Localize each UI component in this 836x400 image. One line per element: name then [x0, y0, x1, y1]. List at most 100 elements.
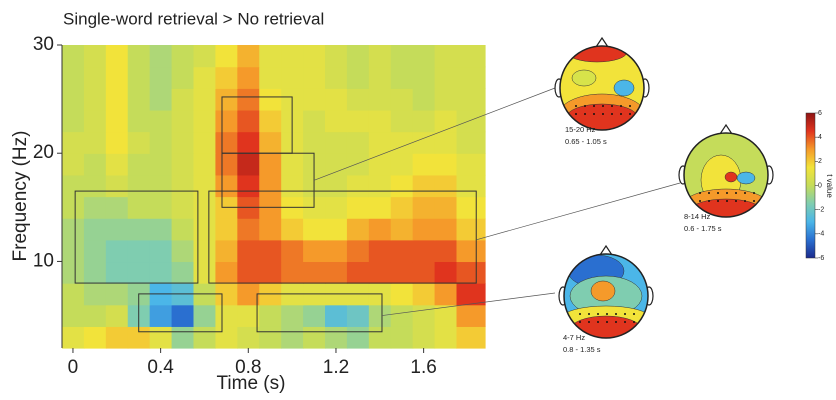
heatmap-cell [456, 66, 486, 89]
heatmap-cell [215, 88, 238, 111]
heatmap-cell [149, 45, 173, 68]
heatmap-cell [346, 218, 370, 241]
heatmap-cell [83, 196, 107, 219]
heatmap-cell [149, 239, 173, 263]
topo-freq: 4-7 Hz [563, 333, 585, 342]
heatmap-cell [456, 261, 486, 284]
y-axis-label: Frequency (Hz) [10, 131, 31, 262]
heatmap-cell [346, 304, 370, 327]
heatmap-cell [303, 45, 326, 68]
heatmap-cell [412, 304, 436, 327]
x-axis-label: Time (s) [217, 373, 286, 394]
heatmap-cell [346, 109, 370, 133]
heatmap-cell [368, 326, 392, 349]
heatmap-cell [259, 153, 282, 176]
electrode [611, 113, 613, 115]
heatmap-cell [62, 109, 85, 133]
electrode [735, 192, 737, 194]
heatmap-cell [368, 109, 392, 133]
electrode [584, 105, 586, 107]
heatmap-cell [105, 45, 129, 68]
heatmap-cell [215, 218, 238, 241]
electrode [629, 113, 631, 115]
heatmap-cell [237, 153, 260, 176]
heatmap-cell [149, 174, 173, 198]
heatmap-cell [193, 45, 217, 68]
x-tick-label: 0 [68, 357, 79, 378]
electrode [624, 321, 626, 323]
heatmap-cell [149, 326, 173, 349]
electrode [633, 313, 635, 315]
heatmap-cell [303, 261, 326, 284]
topoplot [560, 46, 644, 130]
heatmap-cell [325, 109, 348, 133]
heatmap-cell [456, 304, 486, 327]
topo-freq: 8-14 Hz [684, 212, 711, 221]
electrode [726, 200, 728, 202]
heatmap-cell [237, 88, 260, 111]
heatmap-cell [215, 153, 238, 176]
heatmap-cell [325, 174, 348, 198]
heatmap-cell [456, 45, 486, 68]
x-tick-label: 1.2 [323, 357, 349, 378]
electrode [717, 192, 719, 194]
heatmap-cell [171, 174, 195, 198]
heatmap-cell [368, 196, 392, 219]
heatmap-cell [390, 109, 414, 133]
heatmap-cell [171, 239, 195, 263]
heatmap-cell [83, 261, 107, 284]
electrode [620, 113, 622, 115]
heatmap-cell [83, 153, 107, 176]
nose [719, 123, 733, 135]
electrode [699, 200, 701, 202]
heatmap-cell [303, 218, 326, 241]
heatmap-cell [237, 66, 260, 89]
chart-title: Single-word retrieval > No retrieval [63, 9, 324, 28]
heatmap-cell [193, 196, 217, 219]
electrode [717, 200, 719, 202]
heatmap-cell [237, 261, 260, 284]
electrode [735, 200, 737, 202]
heatmap-cell [127, 239, 151, 263]
heatmap-cell [193, 218, 217, 241]
region-box [74, 190, 199, 284]
electrode [602, 105, 604, 107]
heatmap-cell [456, 218, 486, 241]
topo-time: 0.6 - 1.75 s [684, 224, 722, 233]
heatmap-cell [390, 326, 414, 349]
heatmap-cell [105, 66, 129, 89]
heatmap-cell [237, 239, 260, 263]
electrode [588, 313, 590, 315]
heatmap-cell [412, 239, 436, 263]
heatmap-cell [368, 45, 392, 68]
electrode [593, 113, 595, 115]
electrode [575, 105, 577, 107]
electrode [579, 321, 581, 323]
heatmap-cell [281, 261, 304, 284]
heatmap-cell [127, 153, 151, 176]
heatmap-cell [434, 66, 458, 89]
heatmap-cell [215, 261, 238, 284]
heatmap-cell [62, 304, 85, 327]
heatmap-cell [412, 174, 436, 198]
heatmap-cell [171, 45, 195, 68]
heatmap-cell [62, 261, 85, 284]
electrode [606, 313, 608, 315]
heatmap-cell [368, 153, 392, 176]
heatmap-cell [193, 239, 217, 263]
heatmap-cell [149, 66, 173, 89]
heatmap-cell [303, 66, 326, 89]
heatmap-cell [237, 131, 260, 154]
heatmap-cell [215, 131, 238, 154]
heatmap-cell [215, 66, 238, 89]
heatmap-cell [412, 153, 436, 176]
heatmap-cell [456, 174, 486, 198]
topo-time: 0.65 - 1.05 s [565, 137, 607, 146]
heatmap-cell [171, 304, 195, 327]
heatmap [62, 45, 486, 349]
heatmap-cell [237, 109, 260, 133]
heatmap-cell [412, 196, 436, 219]
electrode [615, 313, 617, 315]
heatmap-cell [237, 45, 260, 68]
heatmap-cell [281, 239, 304, 263]
